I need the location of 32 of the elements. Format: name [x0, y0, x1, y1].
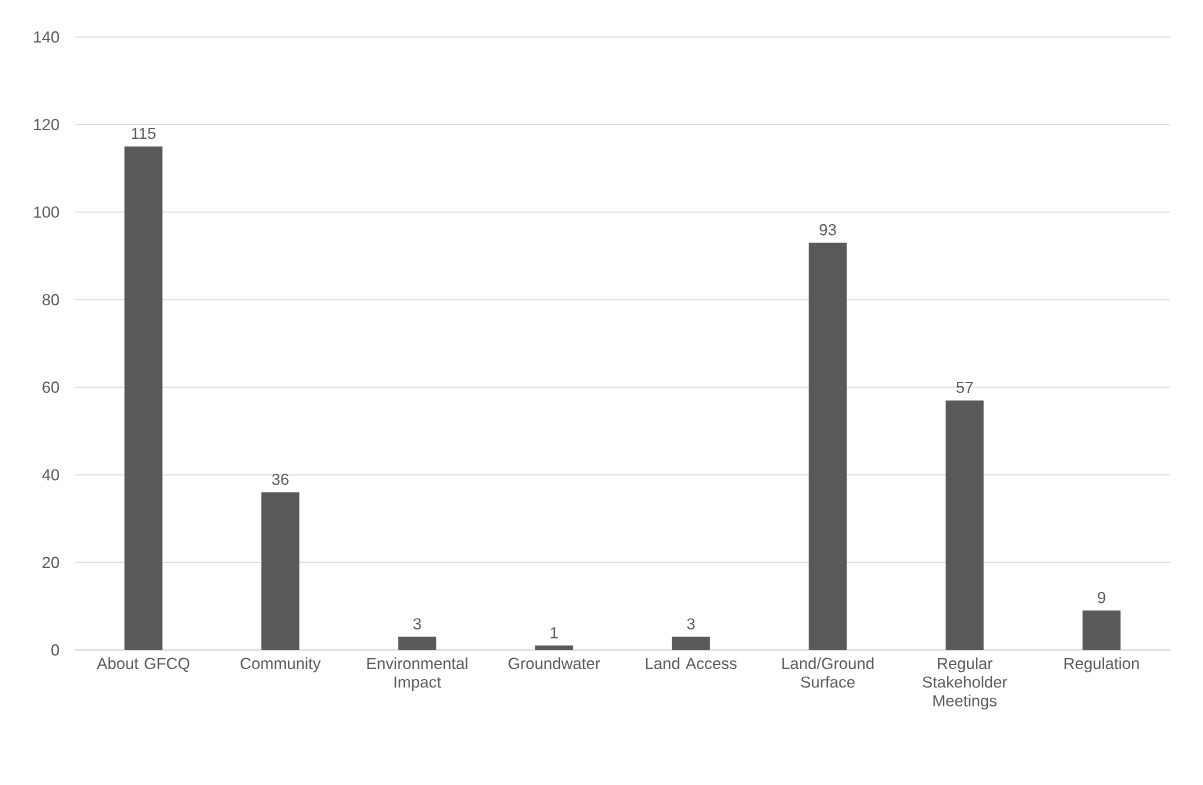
bar: [945, 400, 984, 650]
data-label: 3: [413, 618, 421, 630]
y-tick-label: 100: [34, 206, 60, 218]
x-tick-label: About GFCQ: [96, 657, 190, 672]
bar: [398, 636, 437, 650]
data-label: 9: [1097, 591, 1106, 604]
x-tick-label: Land/Ground Surface: [782, 657, 874, 688]
y-tick-label: 0: [51, 644, 60, 656]
x-tick-label: Groundwater: [508, 657, 601, 670]
data-label: 57: [956, 381, 973, 394]
data-label: 36: [272, 473, 289, 485]
bar: [535, 645, 574, 650]
bar: [1082, 610, 1121, 650]
y-tick-label: 80: [42, 294, 60, 306]
y-tick-label: 60: [42, 381, 60, 393]
bar: [808, 242, 847, 650]
y-tick-label: 40: [42, 469, 60, 481]
bar: [124, 146, 163, 650]
data-label: 1: [550, 627, 558, 639]
data-label: 93: [819, 224, 836, 236]
x-tick-label: Environmental Impact: [367, 657, 468, 691]
y-tick-label: 140: [34, 31, 60, 43]
y-tick-label: 120: [34, 118, 60, 131]
x-tick-label: Regulation: [1064, 657, 1139, 673]
y-tick-label: 20: [42, 556, 60, 569]
x-tick-label: Regular Stakeholder Meetings: [922, 657, 1008, 710]
x-tick-label: Community: [240, 657, 321, 673]
bar: [261, 492, 300, 650]
bar: [671, 636, 710, 650]
data-label: 3: [687, 618, 695, 630]
x-tick-label: Land Access: [646, 657, 737, 670]
data-label: 115: [131, 127, 156, 140]
